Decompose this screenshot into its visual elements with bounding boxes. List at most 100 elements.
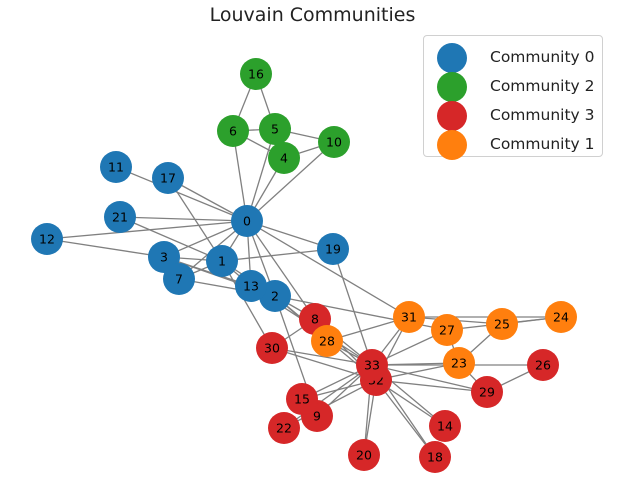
node-circle	[393, 301, 425, 333]
edge-0-21	[119, 216, 248, 222]
node-16: 16	[240, 58, 272, 90]
node-label: 24	[553, 310, 569, 325]
node-33: 33	[356, 349, 388, 381]
node-1: 1	[206, 245, 238, 277]
node-label: 16	[248, 67, 264, 82]
node-label: 27	[439, 323, 455, 338]
node-4: 4	[268, 142, 300, 174]
node-label: 17	[160, 171, 176, 186]
node-circle	[259, 113, 291, 145]
node-circle	[527, 349, 559, 381]
node-27: 27	[431, 314, 463, 346]
node-29: 29	[471, 376, 503, 408]
legend-swatch-community-2	[437, 72, 467, 102]
node-circle	[256, 332, 288, 364]
node-label: 9	[313, 409, 321, 424]
node-circle	[419, 441, 451, 473]
edge-0-31	[246, 220, 410, 318]
legend-swatch-community-3	[437, 101, 467, 131]
node-circle	[104, 201, 136, 233]
node-label: 33	[364, 358, 380, 373]
node-13: 13	[235, 270, 267, 302]
edge-18-32	[375, 379, 436, 458]
edge-22-32	[283, 379, 377, 429]
node-label: 14	[437, 419, 453, 434]
node-label: 20	[356, 448, 372, 463]
legend: Community 0 Community 2 Community 3 Comm…	[423, 35, 603, 160]
node-17: 17	[152, 162, 184, 194]
node-circle	[152, 162, 184, 194]
legend-item-community-2: Community 2	[434, 72, 602, 102]
node-10: 10	[318, 126, 350, 158]
node-label: 4	[280, 151, 288, 166]
node-circle	[471, 376, 503, 408]
edge-0-10	[246, 141, 335, 222]
node-label: 25	[494, 317, 510, 332]
node-circle	[217, 115, 249, 147]
node-31: 31	[393, 301, 425, 333]
edge-29-32	[375, 379, 488, 393]
edge-0-5	[246, 128, 276, 222]
edge-0-8	[246, 220, 316, 320]
node-label: 22	[276, 421, 292, 436]
legend-label: Community 0	[490, 48, 595, 66]
node-circle	[429, 410, 461, 442]
node-7: 7	[163, 263, 195, 295]
edge-19-33	[332, 248, 373, 366]
edge-1-19	[221, 248, 334, 262]
node-circle	[286, 383, 318, 415]
node-label: 29	[479, 385, 495, 400]
node-label: 18	[427, 450, 443, 465]
node-circle	[231, 205, 263, 237]
edge-3-12	[46, 238, 165, 258]
edge-29-33	[371, 364, 488, 393]
node-label: 0	[243, 214, 251, 229]
node-label: 31	[401, 310, 417, 325]
node-circle	[206, 245, 238, 277]
node-circle	[318, 126, 350, 158]
legend-label: Community 1	[490, 135, 595, 153]
node-circle	[443, 347, 475, 379]
edge-30-33	[271, 347, 373, 366]
edge-22-33	[283, 364, 373, 429]
node-circle	[268, 142, 300, 174]
edge-30-32	[271, 347, 377, 381]
node-11: 11	[100, 151, 132, 183]
nodes-layer: 0123711121317192145610168914151820222629…	[31, 58, 577, 473]
node-label: 28	[319, 334, 335, 349]
legend-label: Community 3	[490, 106, 595, 124]
node-label: 23	[451, 356, 467, 371]
node-label: 26	[535, 358, 551, 373]
node-19: 19	[317, 233, 349, 265]
node-circle	[545, 301, 577, 333]
node-circle	[311, 325, 343, 357]
node-20: 20	[348, 439, 380, 471]
node-26: 26	[527, 349, 559, 381]
node-circle	[431, 314, 463, 346]
legend-label: Community 2	[490, 77, 595, 95]
edge-1-30	[221, 260, 273, 349]
node-label: 12	[39, 232, 55, 247]
node-label: 5	[271, 122, 279, 137]
node-label: 21	[112, 210, 128, 225]
node-circle	[259, 280, 291, 312]
node-0: 0	[231, 205, 263, 237]
node-label: 7	[175, 272, 183, 287]
node-label: 13	[243, 279, 259, 294]
node-28: 28	[311, 325, 343, 357]
edge-0-11	[115, 166, 248, 222]
node-circle	[100, 151, 132, 183]
node-label: 3	[160, 250, 168, 265]
node-25: 25	[486, 308, 518, 340]
node-label: 10	[326, 135, 342, 150]
node-circle	[235, 270, 267, 302]
node-22: 22	[268, 412, 300, 444]
edge-1-21	[119, 216, 223, 262]
node-12: 12	[31, 223, 63, 255]
node-24: 24	[545, 301, 577, 333]
node-circle	[31, 223, 63, 255]
node-15: 15	[286, 383, 318, 415]
node-circle	[163, 263, 195, 295]
